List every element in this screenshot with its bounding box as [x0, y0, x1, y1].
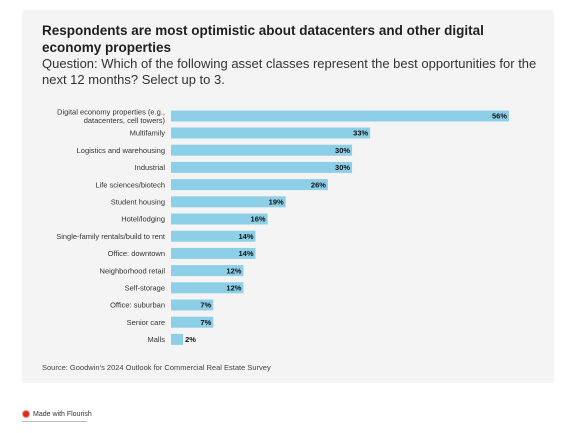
category-label: Senior care [127, 318, 165, 327]
bar-row: Office: suburban 7% [110, 299, 214, 311]
category-label: Office: downtown [108, 249, 165, 258]
bar[interactable] [171, 144, 353, 156]
category-label: Student housing [111, 198, 165, 207]
bar-row: Industrial 30% [135, 161, 353, 173]
value-label: 56% [492, 112, 507, 121]
category-label: Single-family rentals/build to rent [56, 232, 166, 241]
bar-row: Hotel/lodging 16% [121, 213, 268, 225]
source-note: Source: Goodwin’s 2024 Outlook for Comme… [42, 363, 271, 372]
value-label: 30% [335, 163, 350, 172]
bar[interactable] [171, 110, 509, 122]
bar-row: Malls 2% [147, 333, 196, 345]
value-label: 26% [311, 180, 326, 189]
bar-row: Self-storage 12% [125, 282, 244, 294]
flourish-credit[interactable]: Made with Flourish [22, 410, 92, 418]
bar-row: Office: downtown 14% [108, 247, 256, 259]
bar-row: Neighborhood retail 12% [100, 265, 244, 277]
flourish-credit-label: Made with Flourish [33, 410, 92, 418]
bar[interactable] [171, 161, 353, 173]
category-label: Malls [147, 335, 165, 344]
bar-row: Single-family rentals/build to rent 14% [56, 230, 256, 242]
value-label: 16% [251, 215, 266, 224]
category-label: Logistics and warehousing [77, 146, 165, 155]
bar-row: Multifamily 33% [130, 127, 371, 139]
value-label: 30% [335, 146, 350, 155]
chart-title: Respondents are most optimistic about da… [42, 23, 484, 55]
value-label: 7% [200, 318, 211, 327]
value-label: 33% [353, 129, 368, 138]
flourish-underline [22, 421, 87, 422]
bar[interactable] [171, 213, 268, 225]
bar[interactable] [171, 299, 214, 311]
value-label: 12% [226, 266, 241, 275]
bar[interactable] [171, 282, 244, 294]
value-label: 2% [185, 335, 196, 344]
chart-card [22, 10, 554, 383]
bar[interactable] [171, 247, 256, 259]
bar[interactable] [171, 196, 286, 208]
bar-row: Digital economy properties (e.g., datacen… [57, 107, 509, 125]
category-label: Self-storage [125, 284, 165, 293]
category-label: Multifamily [130, 129, 166, 138]
bar-row: Life sciences/biotech 26% [95, 179, 328, 191]
value-label: 7% [200, 301, 211, 310]
category-label: Office: suburban [110, 301, 165, 310]
value-label: 12% [226, 284, 241, 293]
value-label: 14% [238, 249, 253, 258]
category-label: Hotel/lodging [121, 215, 165, 224]
bar[interactable] [171, 179, 328, 191]
category-label: Digital economy properties (e.g., datacen… [57, 107, 165, 125]
bar[interactable] [171, 265, 244, 277]
bar-row: Student housing 19% [111, 196, 286, 208]
bar-row: Logistics and warehousing 30% [77, 144, 353, 156]
bar[interactable] [171, 230, 256, 242]
category-label: Life sciences/biotech [95, 180, 165, 189]
bar[interactable] [171, 316, 214, 328]
chart-subtitle: Question: Which of the following asset c… [42, 56, 537, 87]
bar[interactable] [171, 333, 184, 345]
category-label: Industrial [135, 163, 166, 172]
bar[interactable] [171, 127, 371, 139]
category-label: Neighborhood retail [100, 266, 166, 275]
value-label: 19% [269, 198, 284, 207]
flourish-logo-icon [22, 410, 30, 418]
value-label: 14% [238, 232, 253, 241]
bar-row: Senior care 7% [127, 316, 214, 328]
